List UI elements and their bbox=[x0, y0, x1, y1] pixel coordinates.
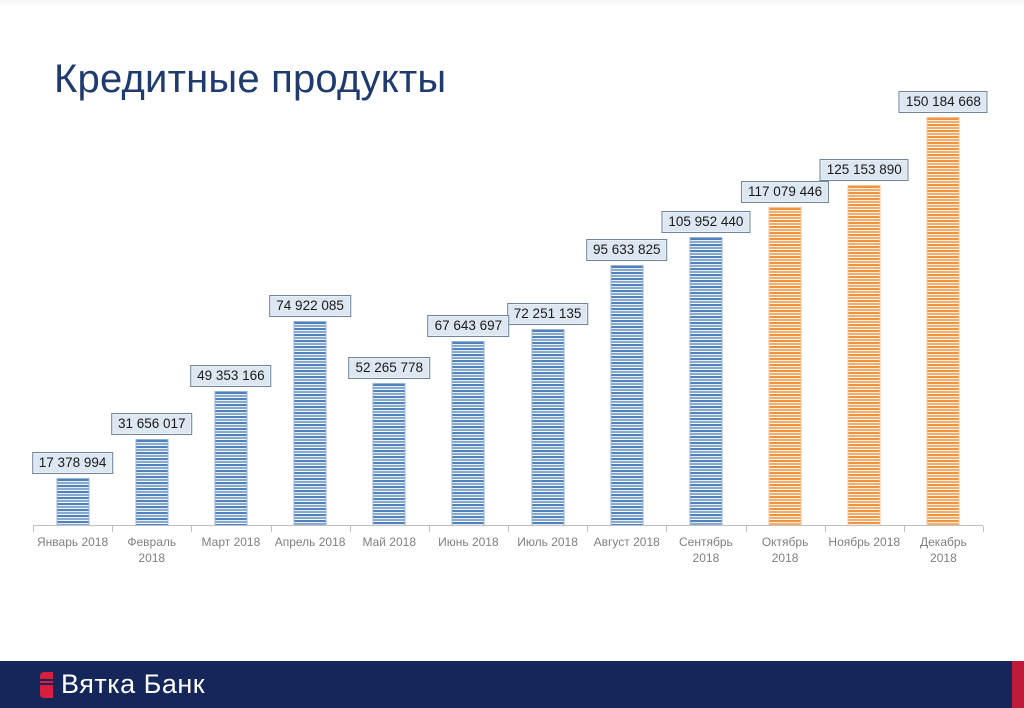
bar bbox=[293, 321, 327, 525]
bar-value-label: 150 184 668 bbox=[898, 91, 988, 113]
x-axis-label: Апрель 2018 bbox=[274, 535, 346, 549]
x-axis-label: Июнь 2018 bbox=[438, 535, 499, 549]
bar-value-label: 95 633 825 bbox=[585, 239, 668, 261]
x-axis-line bbox=[33, 525, 983, 526]
bar-value-label: 117 079 446 bbox=[741, 181, 830, 203]
bar-value-label: 49 353 166 bbox=[190, 365, 272, 387]
x-axis-label: Ноябрь 2018 bbox=[828, 535, 901, 549]
x-axis-tick bbox=[33, 526, 34, 532]
bar-value-label: 74 922 085 bbox=[269, 295, 351, 317]
bar bbox=[214, 391, 248, 525]
top-edge-sheen bbox=[0, 0, 1024, 7]
x-axis-tick bbox=[270, 526, 272, 532]
x-axis-tick bbox=[824, 526, 826, 532]
bar bbox=[135, 439, 169, 525]
bar bbox=[56, 478, 90, 525]
x-axis-label: Февраль 2018 bbox=[127, 535, 177, 565]
x-axis-tick bbox=[983, 526, 984, 532]
bank-logo-text: Вятка Банк bbox=[61, 669, 206, 699]
bar-value-label: 31 656 017 bbox=[110, 413, 193, 435]
x-axis-tick bbox=[587, 526, 589, 532]
x-axis-tick bbox=[666, 526, 668, 532]
bar bbox=[689, 237, 723, 525]
bar bbox=[372, 383, 406, 525]
bar-value-label: 67 643 697 bbox=[427, 315, 510, 337]
bar-value-label: 125 153 890 bbox=[819, 159, 909, 181]
x-axis-label: Декабрь 2018 bbox=[920, 535, 967, 565]
x-axis-label: Январь 2018 bbox=[36, 535, 109, 549]
x-axis-label: Сентябрь 2018 bbox=[679, 535, 733, 565]
x-axis-label: Май 2018 bbox=[362, 535, 417, 549]
x-axis-tick bbox=[349, 526, 351, 532]
bar-value-label: 52 265 778 bbox=[348, 357, 431, 379]
bar bbox=[451, 341, 485, 525]
bar bbox=[610, 265, 644, 525]
x-axis-tick bbox=[745, 526, 747, 532]
footer-red-accent bbox=[1012, 661, 1024, 708]
x-axis-tick bbox=[112, 526, 114, 532]
x-axis-label: Июль 2018 bbox=[517, 535, 578, 549]
x-axis-label: Октябрь 2018 bbox=[761, 535, 809, 565]
bar-chart: 17 378 994 Январь 2018 31 656 017 Февраль 2… bbox=[31, 91, 988, 565]
x-axis-tick bbox=[428, 526, 430, 532]
bar-value-label: 17 378 994 bbox=[31, 452, 114, 474]
footer-bar: Вятка Банк bbox=[0, 661, 1024, 708]
bar bbox=[847, 185, 881, 525]
bank-logo: Вятка Банк bbox=[40, 669, 205, 700]
bank-logo-icon bbox=[40, 671, 53, 698]
bar-value-label: 105 952 440 bbox=[661, 211, 751, 233]
bar bbox=[531, 329, 565, 525]
bar bbox=[926, 117, 960, 525]
x-axis-label: Март 2018 bbox=[201, 535, 261, 549]
x-axis-tick bbox=[508, 526, 509, 532]
bar-value-label: 72 251 135 bbox=[506, 303, 589, 325]
x-axis-tick bbox=[903, 526, 905, 532]
bar bbox=[768, 207, 802, 525]
page-title: Кредитные продукты bbox=[54, 57, 447, 101]
x-axis-tick bbox=[191, 526, 193, 532]
x-axis-label: Август 2018 bbox=[593, 535, 660, 549]
